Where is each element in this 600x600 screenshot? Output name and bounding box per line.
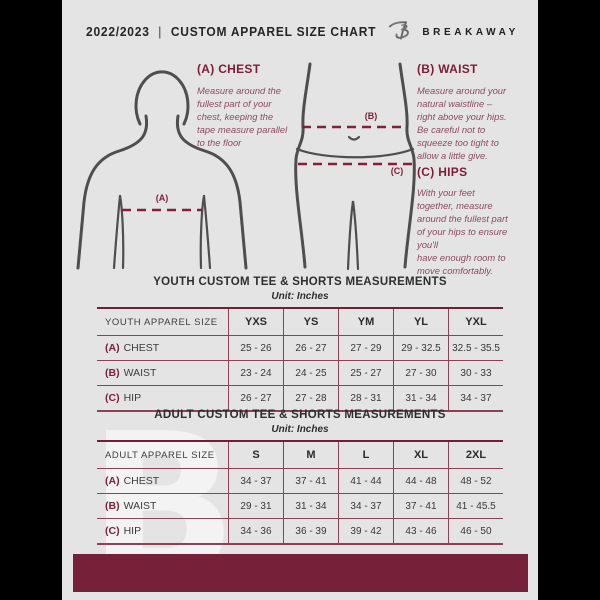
table-cell: 29 - 32.5 <box>393 335 448 360</box>
table-cell: 26 - 27 <box>228 385 283 410</box>
youth-table-title: YOUTH CUSTOM TEE & SHORTS MEASUREMENTS <box>153 276 447 288</box>
row-prefix: (B) <box>105 500 120 512</box>
adult-col-header: L <box>338 442 393 468</box>
table-cell: 34 - 37 <box>448 385 503 410</box>
breakaway-b-logo-icon <box>388 18 415 47</box>
table-cell: 37 - 41 <box>393 493 448 518</box>
youth-col-header: YM <box>338 309 393 335</box>
table-cell: 31 - 34 <box>283 493 338 518</box>
waist-guide-heading: (B) WAIST <box>417 62 478 76</box>
adult-col-header: S <box>228 442 283 468</box>
adult-col-header: 2XL <box>448 442 503 468</box>
adult-size-table: ADULT APPAREL SIZE S M L XL 2XL (A) CHES… <box>97 440 503 545</box>
header-year: 2022/2023 <box>86 25 150 39</box>
table-cell: 34 - 37 <box>228 468 283 493</box>
table-row-label: (A) CHEST <box>97 468 228 493</box>
row-prefix: (B) <box>105 367 120 379</box>
table-row-label: (B) WAIST <box>97 360 228 385</box>
chest-guide-text: Measure around the fullest part of your … <box>197 85 288 148</box>
table-row-label: (C) HIP <box>97 385 228 410</box>
waist-guide-text: Measure around your natural waistline – … <box>417 85 507 161</box>
hips-guide-heading: (C) HIPS <box>417 165 468 179</box>
adult-table-title: ADULT CUSTOM TEE & SHORTS MEASUREMENTS <box>154 409 446 421</box>
youth-size-table: YOUTH APPAREL SIZE YXS YS YM YL YXL (A) … <box>97 307 503 412</box>
table-cell: 32.5 - 35.5 <box>448 335 503 360</box>
table-cell: 36 - 39 <box>283 518 338 543</box>
row-name: WAIST <box>123 367 157 379</box>
hips-marker-label: (C) <box>390 166 404 176</box>
table-cell: 25 - 26 <box>228 335 283 360</box>
row-prefix: (C) <box>105 392 120 404</box>
table-cell: 41 - 45.5 <box>448 493 503 518</box>
row-name: CHEST <box>123 342 160 354</box>
adult-col-header: M <box>283 442 338 468</box>
hips-guide-text: With your feet together, measure around … <box>417 187 508 276</box>
row-name: WAIST <box>123 500 157 512</box>
header-separator: | <box>158 25 163 39</box>
table-cell: 37 - 41 <box>283 468 338 493</box>
chest-marker-label: (A) <box>155 193 169 203</box>
row-prefix: (A) <box>105 475 120 487</box>
brand-name: BREAKAWAY <box>422 26 519 38</box>
adult-col-header: ADULT APPAREL SIZE <box>105 449 215 461</box>
youth-col-header: YOUTH APPAREL SIZE <box>105 316 218 328</box>
header-title: 2022/2023 | CUSTOM APPAREL SIZE CHART <box>86 25 376 39</box>
page-title: CUSTOM APPAREL SIZE CHART <box>170 25 377 39</box>
row-name: HIP <box>123 392 142 404</box>
table-cell: 23 - 24 <box>228 360 283 385</box>
lower-body-figure-illustration <box>294 62 416 271</box>
table-cell: 27 - 30 <box>393 360 448 385</box>
table-cell: 41 - 44 <box>338 468 393 493</box>
youth-col-header: YS <box>283 309 338 335</box>
table-cell: 39 - 42 <box>338 518 393 543</box>
table-cell: 46 - 50 <box>448 518 503 543</box>
footer-accent-bar <box>73 554 528 592</box>
table-cell: 31 - 34 <box>393 385 448 410</box>
table-cell: 27 - 29 <box>338 335 393 360</box>
brand-block: BREAKAWAY <box>388 18 519 47</box>
table-cell: 24 - 25 <box>283 360 338 385</box>
table-cell: 27 - 28 <box>283 385 338 410</box>
youth-table-unit: Unit: Inches <box>271 291 329 302</box>
table-row-label: (C) HIP <box>97 518 228 543</box>
table-cell: 25 - 27 <box>338 360 393 385</box>
header: 2022/2023 | CUSTOM APPAREL SIZE CHART <box>86 19 518 45</box>
torso-figure-illustration <box>76 70 248 270</box>
row-prefix: (C) <box>105 525 120 537</box>
table-cell: 44 - 48 <box>393 468 448 493</box>
youth-col-header: YL <box>393 309 448 335</box>
table-row-label: (A) CHEST <box>97 335 228 360</box>
table-cell: 43 - 46 <box>393 518 448 543</box>
adult-table-unit: Unit: Inches <box>271 424 329 435</box>
table-cell: 29 - 31 <box>228 493 283 518</box>
table-cell: 34 - 37 <box>338 493 393 518</box>
adult-col-header: XL <box>393 442 448 468</box>
table-cell: 48 - 52 <box>448 468 503 493</box>
row-name: HIP <box>123 525 142 537</box>
table-cell: 28 - 31 <box>338 385 393 410</box>
table-cell: 26 - 27 <box>283 335 338 360</box>
waist-marker-label: (B) <box>364 111 378 121</box>
table-cell: 30 - 33 <box>448 360 503 385</box>
table-row-label: (B) WAIST <box>97 493 228 518</box>
table-cell: 34 - 36 <box>228 518 283 543</box>
chest-guide-heading: (A) CHEST <box>197 62 261 76</box>
youth-col-header: YXL <box>448 309 503 335</box>
row-name: CHEST <box>123 475 160 487</box>
row-prefix: (A) <box>105 342 120 354</box>
size-chart-page: 2022/2023 | CUSTOM APPAREL SIZE CHART <box>62 0 538 600</box>
youth-col-header: YXS <box>228 309 283 335</box>
